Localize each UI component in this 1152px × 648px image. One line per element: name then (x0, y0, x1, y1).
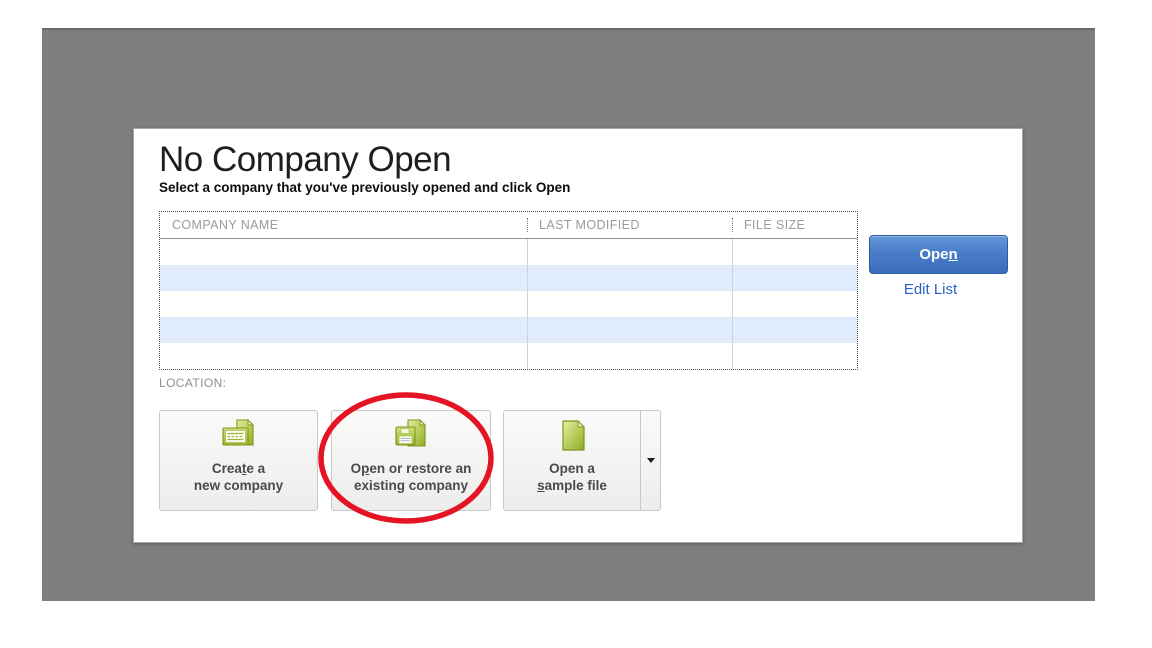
no-company-open-dialog: No Company Open Select a company that yo… (133, 128, 1023, 543)
table-row[interactable] (160, 291, 857, 317)
column-header-last-modified[interactable]: LAST MODIFIED (527, 212, 732, 238)
column-header-company-name[interactable]: COMPANY NAME (160, 212, 527, 238)
location-label: LOCATION: (159, 376, 227, 390)
open-sample-file-button[interactable]: Open a sample file (503, 410, 661, 511)
column-header-label: LAST MODIFIED (539, 218, 640, 232)
dialog-subtitle: Select a company that you've previously … (159, 180, 571, 195)
open-button[interactable]: Open (869, 235, 1008, 274)
table-header-row: COMPANY NAME LAST MODIFIED FILE SIZE (160, 212, 857, 239)
table-row[interactable] (160, 239, 857, 265)
sample-file-dropdown[interactable] (640, 411, 660, 510)
create-company-label: Create a new company (193, 461, 284, 493)
edit-list-link[interactable]: Edit List (903, 281, 958, 298)
column-header-label: FILE SIZE (744, 218, 806, 232)
column-divider (527, 239, 528, 369)
column-header-file-size[interactable]: FILE SIZE (732, 212, 857, 238)
dialog-title: No Company Open (159, 140, 452, 179)
open-restore-label: Open or restore an existing company (350, 461, 472, 493)
open-restore-icon (393, 418, 429, 455)
open-button-mnemonic: n (948, 246, 958, 263)
dropdown-arrow-icon (646, 458, 655, 463)
table-row[interactable] (160, 317, 857, 343)
column-header-label: COMPANY NAME (172, 218, 279, 232)
open-button-label: Ope (919, 246, 949, 263)
open-or-restore-button[interactable]: Open or restore an existing company (331, 410, 491, 511)
table-row[interactable] (160, 265, 857, 291)
column-separator-icon (527, 218, 528, 232)
column-divider (732, 239, 733, 369)
table-body (160, 239, 857, 369)
create-new-company-button[interactable]: Create a new company (159, 410, 318, 511)
table-row[interactable] (160, 343, 857, 369)
sample-file-icon (555, 419, 589, 455)
create-company-icon (220, 418, 258, 455)
sample-file-label: Open a sample file (537, 461, 607, 493)
column-separator-icon (732, 218, 733, 232)
company-list-table: COMPANY NAME LAST MODIFIED FILE SIZE (159, 211, 858, 370)
